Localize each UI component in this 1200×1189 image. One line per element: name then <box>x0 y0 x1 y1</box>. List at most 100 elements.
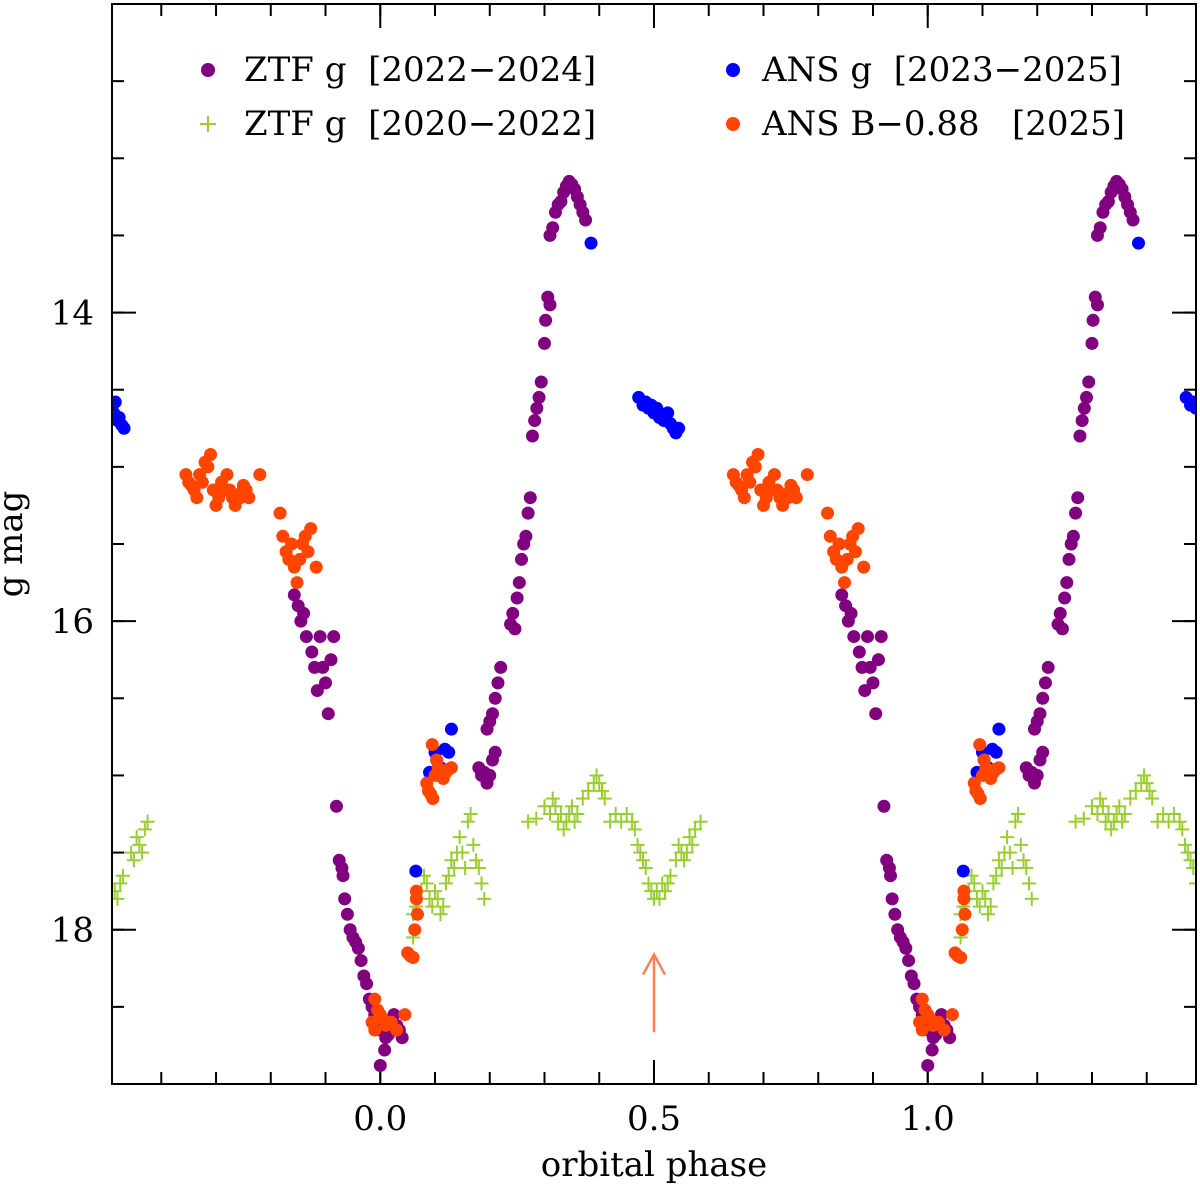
data-point <box>853 646 866 659</box>
data-point <box>426 792 439 805</box>
data-point <box>319 676 332 689</box>
data-point <box>845 607 858 620</box>
data-point <box>426 738 439 751</box>
data-point <box>511 592 524 605</box>
data-point <box>1031 769 1044 782</box>
data-point <box>585 237 598 250</box>
data-point <box>201 460 214 473</box>
data-point <box>445 761 458 774</box>
data-point <box>857 561 870 574</box>
legend-item-ans-b: ANS B−0.88 [2025] <box>726 104 1125 144</box>
data-point <box>743 476 756 489</box>
data-point <box>337 869 350 882</box>
data-point <box>752 448 765 461</box>
data-point <box>1087 314 1100 327</box>
data-point <box>538 337 551 350</box>
legend-marker <box>201 63 215 77</box>
y-tick-label: 14 <box>51 294 94 334</box>
data-point <box>938 1024 951 1037</box>
data-point <box>1073 430 1086 443</box>
data-point <box>291 576 304 589</box>
data-point <box>524 491 537 504</box>
data-point <box>990 746 1003 759</box>
data-point <box>519 530 532 543</box>
data-point <box>310 561 323 574</box>
data-point <box>242 491 255 504</box>
data-point <box>1091 298 1104 311</box>
data-point <box>1060 576 1073 589</box>
data-point <box>408 923 421 936</box>
data-point <box>118 422 131 435</box>
data-point <box>886 892 899 905</box>
data-point <box>322 707 335 720</box>
data-point <box>908 977 921 990</box>
data-point <box>957 892 970 905</box>
data-point <box>526 430 539 443</box>
data-point <box>327 630 340 643</box>
data-point <box>355 954 368 967</box>
data-point <box>489 746 502 759</box>
data-point <box>1042 661 1055 674</box>
x-axis-title: orbital phase <box>541 1145 767 1184</box>
data-point <box>726 117 740 131</box>
data-point <box>875 630 888 643</box>
data-point <box>926 1044 939 1057</box>
data-point <box>338 892 351 905</box>
data-point <box>190 491 203 504</box>
legend-marker <box>726 117 740 131</box>
data-point <box>973 738 986 751</box>
data-point <box>220 468 233 481</box>
chart-background <box>0 0 1200 1184</box>
data-point <box>899 942 912 955</box>
data-point <box>522 507 535 520</box>
data-point <box>411 908 424 921</box>
data-point <box>672 422 685 435</box>
data-point <box>530 402 543 415</box>
data-point <box>274 507 287 520</box>
data-point <box>861 630 874 643</box>
data-point <box>1085 337 1098 350</box>
data-point <box>486 707 499 720</box>
data-point <box>954 951 967 964</box>
data-point <box>838 576 851 589</box>
data-point <box>902 954 915 967</box>
data-point <box>360 977 373 990</box>
data-point <box>489 692 502 705</box>
data-point <box>398 1008 411 1021</box>
data-point <box>1069 507 1082 520</box>
data-point <box>513 576 526 589</box>
legend-label: ANS B−0.88 [2025] <box>761 104 1125 144</box>
data-point <box>884 869 897 882</box>
data-point <box>410 892 423 905</box>
data-point <box>196 476 209 489</box>
legend-label: ZTF g [2022−2024] <box>244 50 596 90</box>
data-point <box>1080 391 1093 404</box>
data-point <box>579 214 592 227</box>
data-point <box>1058 592 1071 605</box>
data-point <box>546 221 559 234</box>
data-point <box>304 522 317 535</box>
data-point <box>533 391 546 404</box>
data-point <box>1078 402 1091 415</box>
data-point <box>539 314 552 327</box>
data-point <box>790 491 803 504</box>
data-point <box>1127 214 1140 227</box>
data-point <box>946 1008 959 1021</box>
data-point <box>726 63 740 77</box>
data-point <box>852 522 865 535</box>
data-point <box>201 63 215 77</box>
legend-item-ztf-2020-2022: ZTF g [2020−2022] <box>200 104 596 144</box>
data-point <box>305 646 318 659</box>
data-point <box>341 908 354 921</box>
data-point <box>314 630 327 643</box>
data-point <box>1132 237 1145 250</box>
chart-svg: 0.00.51.0141618 orbital phase g mag ZTF … <box>0 0 1200 1184</box>
data-point <box>301 545 314 558</box>
data-point <box>409 865 422 878</box>
data-point <box>508 622 521 635</box>
data-point <box>1062 553 1075 566</box>
data-point <box>872 653 885 666</box>
data-point <box>1054 607 1067 620</box>
legend-label: ANS g [2023−2025] <box>761 50 1122 90</box>
data-point <box>957 865 970 878</box>
